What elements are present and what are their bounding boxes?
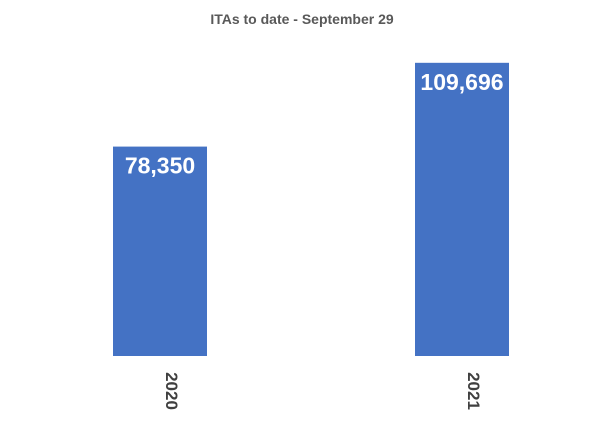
category-axis-labels: 2020 2021 bbox=[162, 372, 483, 410]
bar-2020 bbox=[113, 146, 207, 356]
data-labels: 78,350 109,696 bbox=[125, 69, 504, 179]
category-label-2021: 2021 bbox=[464, 372, 483, 410]
data-label-2021: 109,696 bbox=[420, 69, 503, 95]
bar-2021 bbox=[415, 62, 509, 357]
category-label-2020: 2020 bbox=[162, 372, 181, 410]
data-label-2020: 78,350 bbox=[125, 153, 195, 179]
bars bbox=[113, 62, 509, 357]
chart-title: ITAs to date - September 29 bbox=[210, 11, 394, 27]
